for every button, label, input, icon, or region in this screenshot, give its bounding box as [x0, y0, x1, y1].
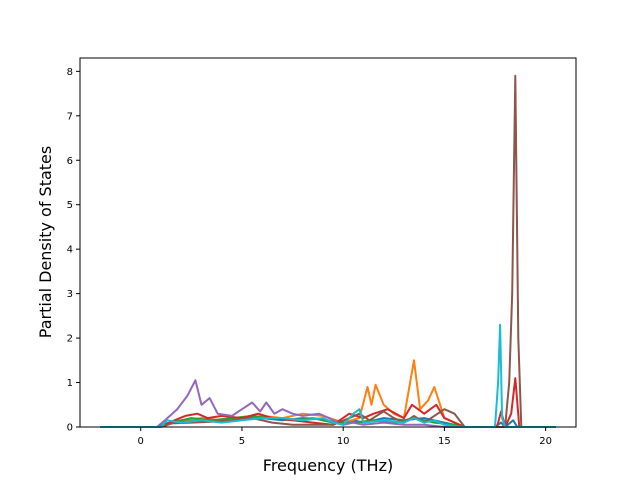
x-tick-label: 15	[438, 436, 451, 447]
y-tick-label: 3	[67, 289, 73, 300]
y-tick-label: 4	[67, 245, 73, 256]
y-tick-label: 8	[67, 67, 73, 78]
y-axis: 0 1 2 3 4 5 6 7 8	[67, 67, 80, 434]
x-axis-label: Frequency (THz)	[263, 456, 393, 475]
y-tick-label: 6	[67, 156, 73, 167]
x-tick-label: 5	[239, 436, 245, 447]
y-tick-label: 7	[67, 111, 73, 122]
series-line-7	[100, 325, 556, 427]
x-tick-label: 10	[337, 436, 350, 447]
x-axis: 0 5 10 15 20	[138, 427, 552, 447]
series-layer	[100, 76, 556, 427]
x-tick-label: 20	[539, 436, 552, 447]
y-tick-label: 0	[67, 423, 73, 434]
y-tick-label: 1	[67, 378, 73, 389]
y-axis-label: Partial Density of States	[36, 146, 55, 338]
y-tick-label: 5	[67, 200, 73, 211]
y-tick-label: 2	[67, 334, 73, 345]
series-line-6	[100, 76, 556, 427]
x-tick-label: 0	[138, 436, 144, 447]
